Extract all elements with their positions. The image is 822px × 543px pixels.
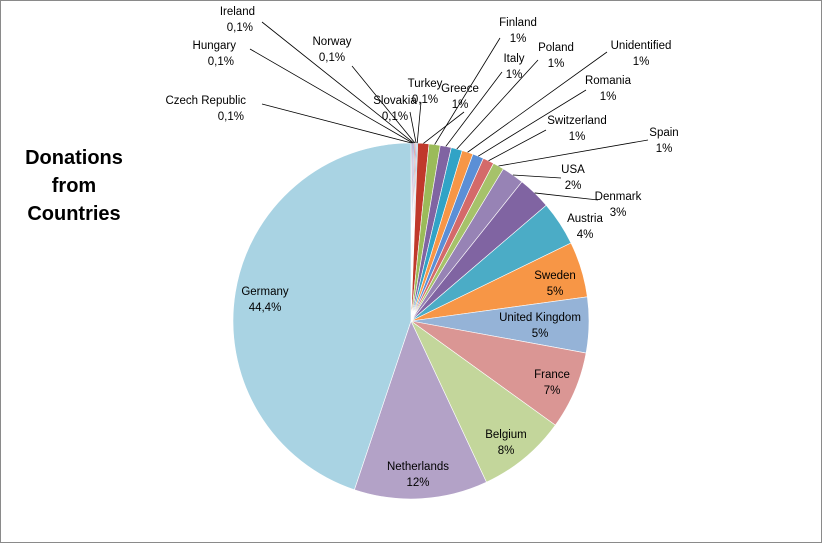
- data-label-name-austria: Austria: [567, 213, 603, 225]
- data-label-value-poland: 1%: [548, 58, 565, 70]
- leader-line-hungary: [249, 48, 413, 144]
- data-label-value-romania: 1%: [600, 91, 617, 103]
- data-label-name-denmark: Denmark: [595, 191, 642, 203]
- data-label-name-germany: Germany: [241, 286, 289, 298]
- data-label-name-usa: USA: [561, 164, 585, 176]
- leader-line-slovakia: [409, 111, 417, 144]
- data-label-value-france: 7%: [544, 385, 561, 397]
- data-label-name-finland: Finland: [499, 17, 537, 29]
- data-label-name-ireland: Ireland: [220, 6, 255, 18]
- leader-line-turkey: [416, 101, 422, 144]
- data-label-name-poland: Poland: [538, 42, 574, 54]
- data-label-value-unidentified: 1%: [633, 56, 650, 68]
- leader-line-unidentified: [467, 51, 608, 153]
- leader-line-finland: [434, 37, 501, 145]
- data-label-value-usa: 2%: [565, 180, 582, 192]
- data-label-value-norway: 0,1%: [319, 52, 345, 64]
- data-label-value-austria: 4%: [577, 229, 594, 241]
- data-label-value-ireland: 0,1%: [227, 22, 253, 34]
- data-label-name-united-kingdom: United Kingdom: [499, 312, 581, 324]
- leader-line-romania: [477, 89, 587, 157]
- leader-line-spain: [498, 139, 649, 167]
- data-label-value-switzerland: 1%: [569, 131, 586, 143]
- leader-line-poland: [456, 59, 539, 150]
- data-label-name-belgium: Belgium: [485, 429, 527, 441]
- data-labels: Czech Republic 0,1% Hungary 0,1% Ireland 0,1%…: [165, 6, 678, 489]
- leader-line-denmark: [534, 192, 599, 201]
- leader-line-greece: [423, 111, 465, 144]
- leader-line-ireland: [261, 21, 415, 144]
- data-label-name-romania: Romania: [585, 75, 632, 87]
- data-label-value-netherlands: 12%: [406, 477, 429, 489]
- leader-line-czech-republic: [261, 103, 412, 144]
- data-label-name-netherlands: Netherlands: [387, 461, 449, 473]
- data-label-name-hungary: Hungary: [193, 40, 237, 52]
- data-label-value-denmark: 3%: [610, 207, 627, 219]
- data-label-value-belgium: 8%: [498, 445, 515, 457]
- data-label-value-italy: 1%: [506, 69, 523, 81]
- data-label-value-sweden: 5%: [547, 286, 564, 298]
- pie-slice-belgium: [410, 320, 556, 483]
- data-label-name-slovakia: Slovakia: [373, 95, 417, 107]
- leader-lines: [249, 21, 649, 201]
- data-label-value-turkey: 0,1%: [412, 94, 438, 106]
- leader-line-norway: [351, 65, 416, 144]
- data-label-value-germany: 44,4%: [249, 302, 282, 314]
- pie-slice-germany: [232, 142, 412, 491]
- leader-line-usa: [512, 174, 562, 179]
- data-label-name-sweden: Sweden: [534, 270, 576, 282]
- data-label-name-czech-republic: Czech Republic: [165, 95, 246, 107]
- data-label-name-turkey: Turkey: [408, 78, 443, 90]
- data-label-value-spain: 1%: [656, 143, 673, 155]
- data-label-name-greece: Greece: [441, 83, 479, 95]
- data-label-name-switzerland: Switzerland: [547, 115, 606, 127]
- leader-line-switzerland: [488, 129, 547, 162]
- data-label-name-norway: Norway: [313, 36, 352, 48]
- data-label-value-finland: 1%: [510, 33, 527, 45]
- data-label-value-hungary: 0,1%: [208, 56, 234, 68]
- data-label-value-czech-republic: 0,1%: [218, 111, 244, 123]
- leader-line-italy: [445, 71, 503, 147]
- data-label-value-slovakia: 0,1%: [382, 111, 408, 123]
- data-label-name-italy: Italy: [503, 53, 524, 65]
- data-label-name-spain: Spain: [649, 127, 678, 139]
- data-label-value-greece: 1%: [452, 99, 469, 111]
- pie-slice-netherlands: [354, 320, 487, 500]
- data-label-value-united-kingdom: 5%: [532, 328, 549, 340]
- chart-title: Donations from Countries: [25, 147, 123, 225]
- data-label-name-unidentified: Unidentified: [611, 40, 672, 52]
- data-label-name-france: France: [534, 369, 570, 381]
- pie-slices: [232, 142, 590, 500]
